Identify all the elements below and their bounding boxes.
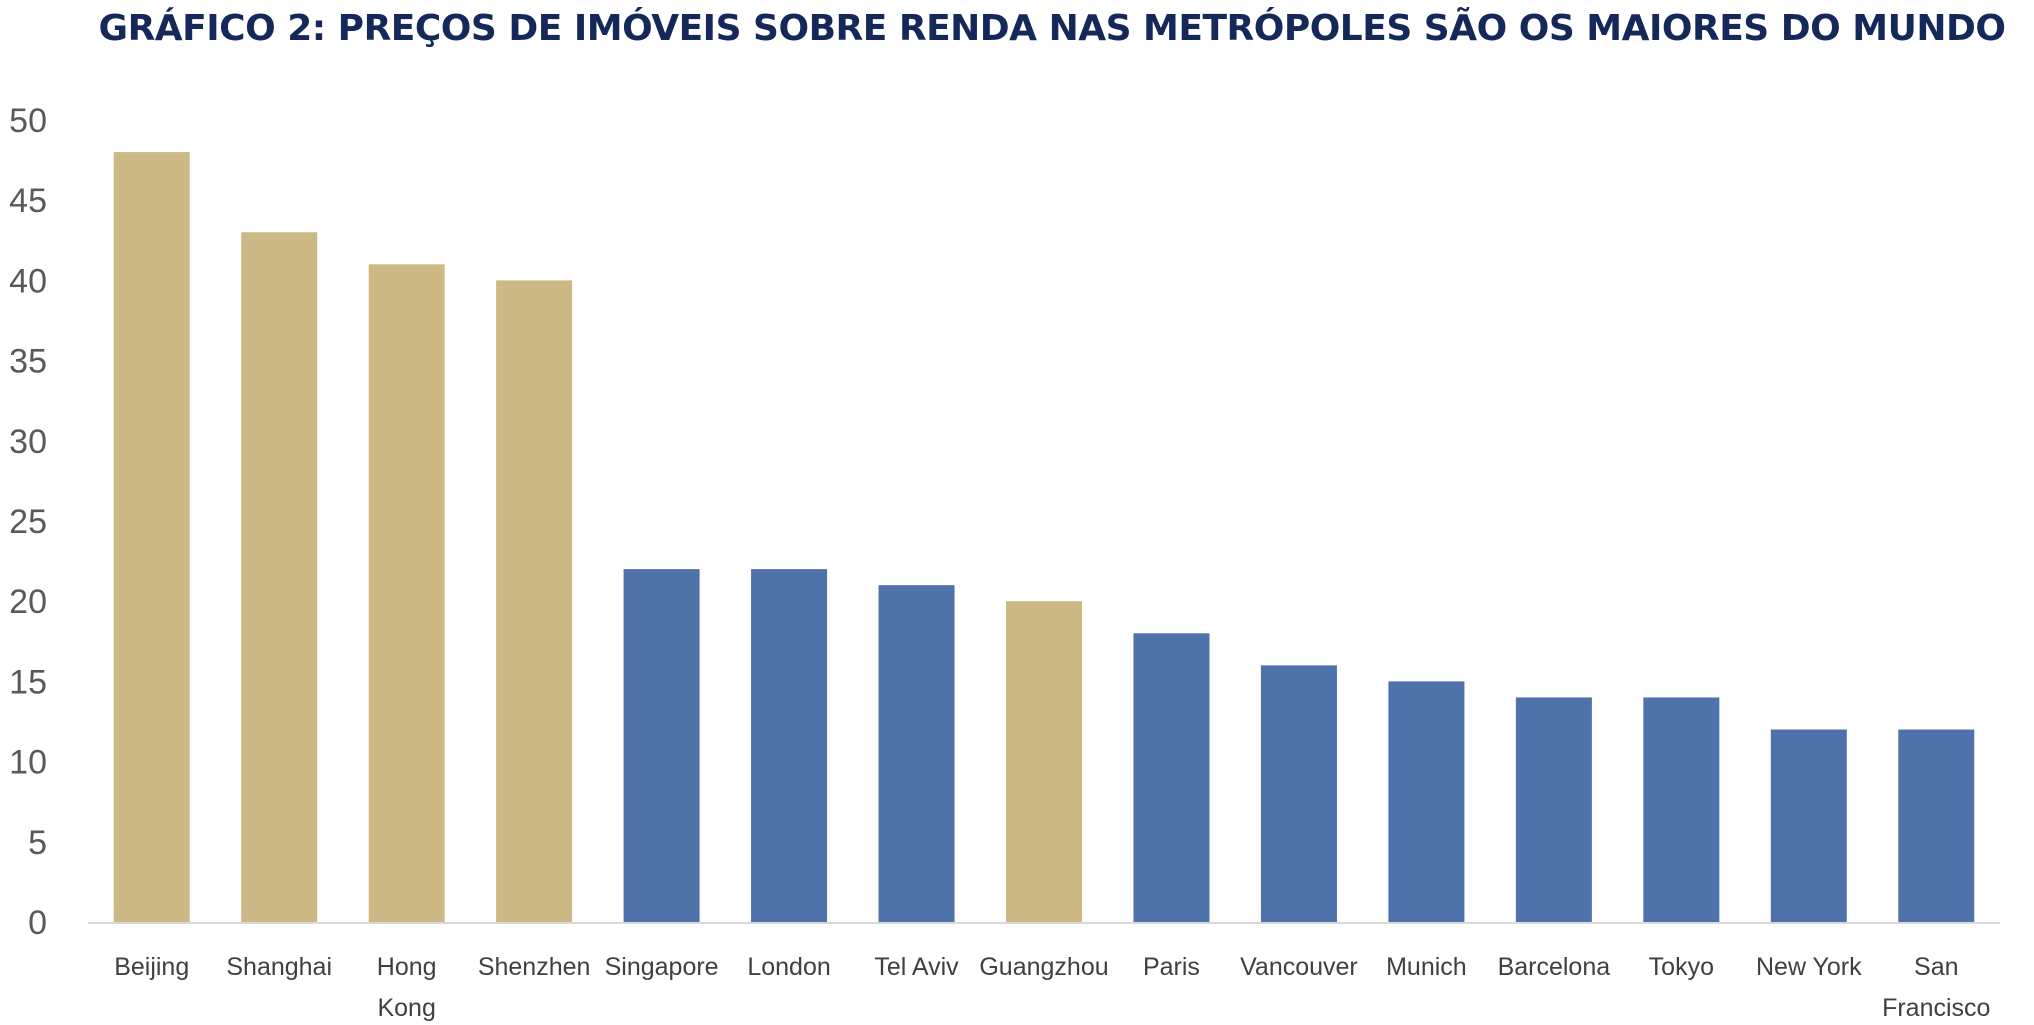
x-axis-labels: Beijing Shanghai Hong Kong Shenzhen Singapore… [114,953,1990,1022]
x-tick-label: Singapore [605,953,719,981]
bar [751,569,828,922]
y-axis-ticks: 0 5 10 15 20 25 30 35 40 45 50 [9,102,47,942]
bar [1898,729,1975,922]
y-tick-label: 30 [9,423,47,461]
x-tick-label: Vancouver [1240,953,1358,981]
bar [113,152,190,922]
x-tick-label: London [747,953,830,981]
x-tick-label: Tel Aviv [874,953,959,981]
x-tick-label: Barcelona [1498,953,1611,981]
x-tick-label: Beijing [114,953,189,981]
y-tick-label: 35 [9,343,47,381]
bar [1133,633,1210,922]
bar [241,232,318,922]
bar [1388,681,1465,922]
bar [1006,601,1082,922]
x-tick-label: Shenzhen [478,953,591,981]
x-tick-label: Paris [1143,953,1200,981]
bar [878,585,955,922]
x-tick-label: San Francisco [1882,953,1990,1022]
y-tick-label: 45 [9,182,47,220]
bar [368,264,445,922]
chart-title: GRÁFICO 2: PREÇOS DE IMÓVEIS SOBRE RENDA… [98,8,2006,49]
x-tick-label: Hong Kong [377,953,437,1022]
x-tick-label: Munich [1386,953,1467,981]
x-tick-label: Shanghai [226,953,332,981]
bar [1260,665,1337,922]
y-tick-label: 5 [28,824,47,862]
y-tick-label: 10 [9,744,47,782]
x-tick-label: Tokyo [1649,953,1714,981]
x-tick-label: Guangzhou [979,953,1108,981]
bar [1515,697,1592,922]
bar [1643,697,1720,922]
y-tick-label: 50 [9,102,47,140]
bars [113,152,1975,922]
bar [496,280,573,922]
bar [623,569,700,922]
y-tick-label: 40 [9,262,47,300]
bar [1770,729,1847,922]
y-tick-label: 25 [9,503,47,541]
y-tick-label: 20 [9,583,47,621]
y-tick-label: 15 [9,663,47,701]
x-tick-label: New York [1756,953,1862,981]
y-tick-label: 0 [28,904,47,942]
